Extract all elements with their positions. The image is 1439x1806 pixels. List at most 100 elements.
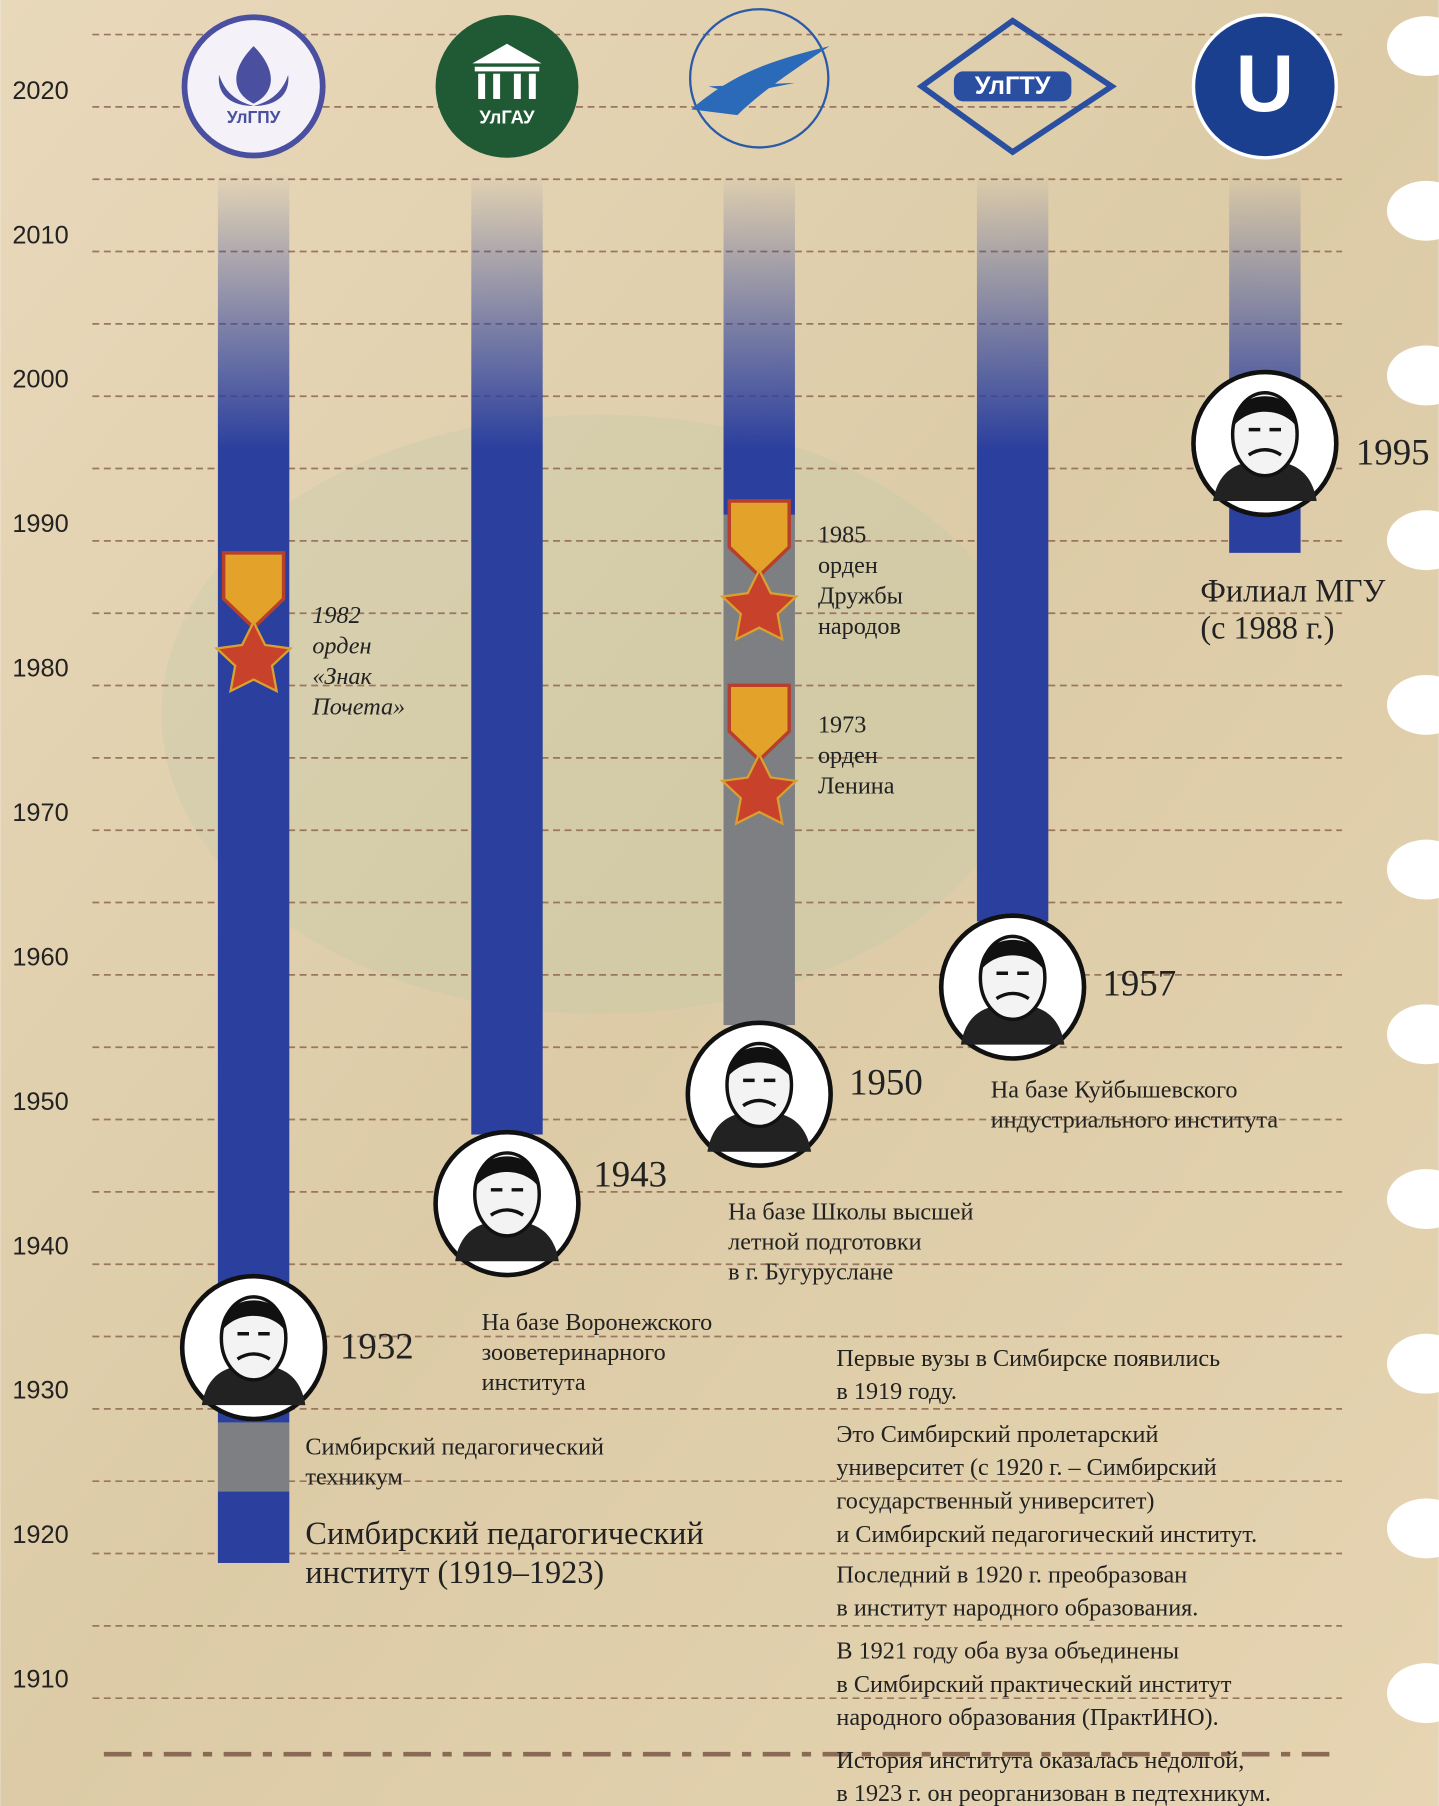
- logo-icon: [691, 46, 830, 116]
- portrait-face: [995, 971, 1030, 1001]
- event-year: 1957: [1102, 963, 1176, 1004]
- portrait-face: [236, 1332, 271, 1361]
- caption-line: На базе Куйбышевского: [991, 1076, 1238, 1103]
- award-line: Почета»: [311, 693, 405, 720]
- logo-band: [953, 71, 1072, 102]
- logo: [1191, 13, 1339, 160]
- caption-line: На базе Воронежского: [482, 1309, 713, 1336]
- hole: [1386, 1663, 1439, 1724]
- content: 2020 2010 2000 1990 1980 1970 1960 1950 1940 1930…: [12, 39, 1429, 1806]
- medal: [719, 751, 799, 826]
- portrait-hair: [221, 1300, 286, 1332]
- logos: [181, 8, 1339, 160]
- medal-ribbon: [221, 551, 286, 631]
- portrait-hair: [1232, 396, 1298, 428]
- award-line: народов: [818, 613, 901, 640]
- logo-icon: [218, 46, 289, 106]
- note-line: в Симбирский практический институт: [836, 1671, 1231, 1698]
- stain: [161, 414, 1037, 1014]
- note-line: государственный университет): [836, 1488, 1154, 1515]
- medal-ribbon: [727, 499, 791, 579]
- caption-line: индустриального института: [991, 1106, 1279, 1133]
- note-line: В 1921 году оба вуза объединены: [836, 1637, 1179, 1664]
- hole: [1386, 510, 1439, 571]
- award-line: Дружбы: [818, 582, 903, 609]
- hole: [1386, 1004, 1439, 1065]
- caption-line: Симбирский педагогический: [305, 1515, 703, 1551]
- note-line: в институт народного образования.: [836, 1595, 1198, 1622]
- portrait-figure: [455, 1220, 559, 1262]
- event-year: 1950: [849, 1062, 923, 1103]
- portrait-hair: [980, 939, 1045, 971]
- hole: [1386, 674, 1439, 735]
- note-line: в 1919 году.: [836, 1378, 957, 1405]
- caption-line: (с 1988 г.): [1200, 610, 1334, 646]
- portrait-figure: [707, 1111, 812, 1152]
- note-line: История института оказалась недолгой,: [836, 1747, 1244, 1774]
- logo-icon: [472, 43, 542, 100]
- axis-year: 1920: [12, 1521, 68, 1549]
- award-line: «Знак: [312, 663, 372, 690]
- note-line: в 1923 г. он реорганизован в педтехникум…: [836, 1780, 1271, 1806]
- caption-line: института: [482, 1369, 586, 1396]
- caption-line: институт (1919–1923): [305, 1554, 604, 1590]
- axis-year: 2010: [12, 221, 68, 249]
- note-line: Первые вузы в Симбирске появились: [836, 1345, 1220, 1372]
- note-line: и Симбирский педагогический институт.: [836, 1521, 1257, 1548]
- portrait-figure: [960, 1004, 1065, 1045]
- axis-year: 1960: [12, 943, 68, 971]
- hole: [1386, 839, 1439, 900]
- caption-line: летной подготовки: [728, 1228, 922, 1255]
- bar: [976, 172, 1049, 922]
- axis-year: 1940: [12, 1232, 68, 1260]
- award-year: 1982: [312, 602, 360, 629]
- logo-text: U: [1236, 39, 1294, 129]
- binder-holes: [1386, 16, 1439, 1724]
- note-line: Последний в 1920 г. преобразован: [836, 1561, 1187, 1588]
- hole: [1386, 16, 1439, 77]
- medal: [214, 619, 294, 694]
- portrait-hair: [474, 1156, 540, 1188]
- axis-year: 2020: [12, 77, 68, 105]
- portrait-figure: [201, 1364, 306, 1406]
- caption-line: На базе Школы высшей: [728, 1199, 973, 1226]
- hole: [1386, 1498, 1439, 1559]
- portrait-figure: [1213, 460, 1317, 502]
- axis-year: 1930: [12, 1377, 68, 1405]
- axis-year: 1950: [12, 1088, 68, 1116]
- note-line: Это Симбирский пролетарский: [836, 1421, 1158, 1448]
- logo-text: УлГТУ: [975, 72, 1051, 100]
- bar: [723, 172, 795, 515]
- award-year: 1973: [818, 711, 866, 738]
- medal-ribbon: [727, 683, 791, 763]
- event-year: 1943: [593, 1154, 667, 1195]
- award-year: 1985: [818, 521, 866, 548]
- caption-line: зооветеринарного: [482, 1339, 666, 1366]
- logo: [916, 17, 1117, 156]
- award-line: орден: [312, 632, 371, 659]
- hole: [1386, 180, 1439, 241]
- logo-text: УлГАУ: [479, 106, 535, 127]
- caption-line: Филиал МГУ: [1200, 573, 1385, 609]
- portrait-face: [1247, 427, 1282, 457]
- logo-text: УлГПУ: [227, 107, 281, 127]
- caption-line: Симбирский педагогический: [305, 1433, 604, 1460]
- axis-year: 1910: [12, 1666, 68, 1694]
- axis-year: 1970: [12, 799, 68, 827]
- award-line: Ленина: [818, 772, 895, 799]
- bar-segment: [217, 1491, 290, 1563]
- award-line: орден: [818, 552, 878, 579]
- portrait-hair: [726, 1046, 792, 1079]
- event-year: 1932: [340, 1325, 414, 1366]
- axis-year: 1980: [12, 655, 68, 683]
- medal: [719, 567, 799, 642]
- caption-line: в г. Бугуруслане: [728, 1258, 893, 1285]
- event-year: 1995: [1356, 432, 1430, 473]
- hole: [1386, 1169, 1439, 1229]
- portrait-face: [489, 1188, 525, 1217]
- bar: [217, 172, 290, 1423]
- hole: [1386, 345, 1439, 406]
- logo: [688, 8, 830, 149]
